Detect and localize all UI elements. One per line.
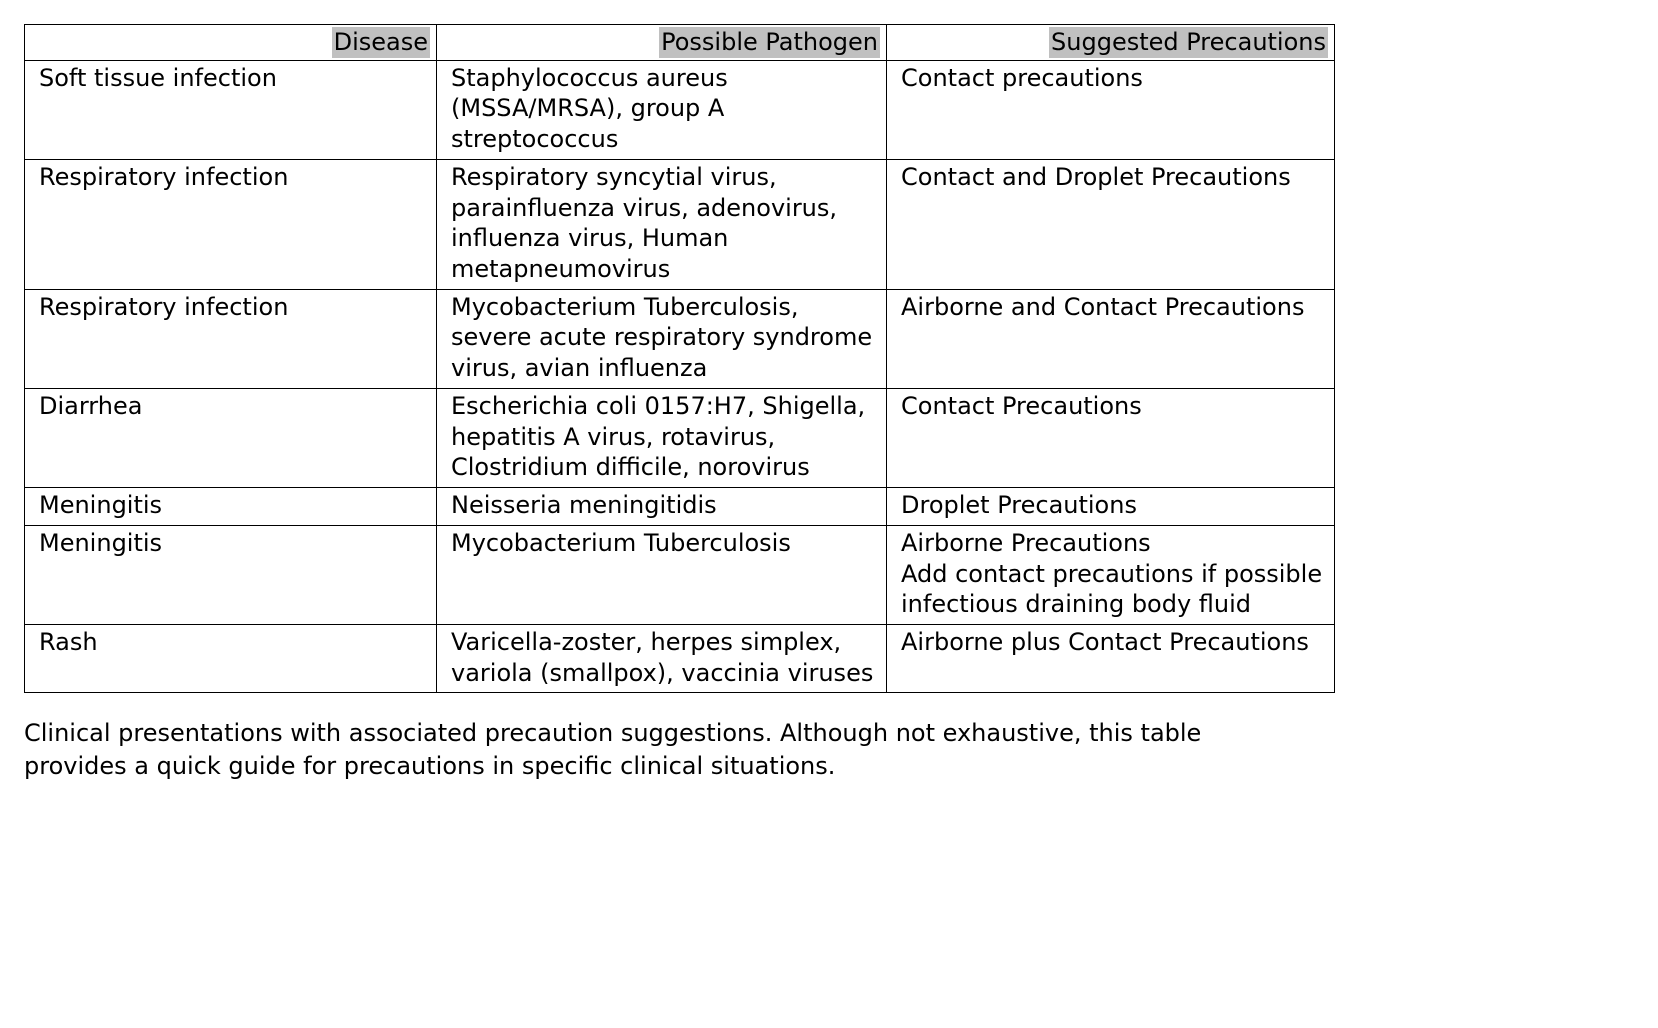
cell-pathogen: Respiratory syncytial virus, parainfluen… [437, 159, 887, 289]
cell-disease: Respiratory infection [25, 289, 437, 388]
cell-precautions: Contact Precautions [887, 388, 1335, 487]
cell-pathogen: Staphylococcus aureus (MSSA/MRSA), group… [437, 60, 887, 159]
cell-precautions: Airborne plus Contact Precautions [887, 624, 1335, 692]
cell-precautions: Airborne PrecautionsAdd contact precauti… [887, 525, 1335, 624]
cell-disease: Meningitis [25, 525, 437, 624]
table-row: MeningitisNeisseria meningitidisDroplet … [25, 488, 1335, 526]
table-row: Respiratory infectionMycobacterium Tuber… [25, 289, 1335, 388]
cell-pathogen: Mycobacterium Tuberculosis [437, 525, 887, 624]
cell-pathogen: Varicella-zoster, herpes simplex, variol… [437, 624, 887, 692]
cell-disease: Respiratory infection [25, 159, 437, 289]
cell-precautions: Contact and Droplet Precautions [887, 159, 1335, 289]
table-row: DiarrheaEscherichia coli 0157:H7, Shigel… [25, 388, 1335, 487]
cell-precautions: Airborne and Contact Precautions [887, 289, 1335, 388]
cell-disease: Diarrhea [25, 388, 437, 487]
col-header-precautions: Suggested Precautions [887, 25, 1335, 61]
cell-disease: Rash [25, 624, 437, 692]
table-row: Respiratory infectionRespiratory syncyti… [25, 159, 1335, 289]
col-header-pathogen: Possible Pathogen [437, 25, 887, 61]
table-row: MeningitisMycobacterium TuberculosisAirb… [25, 525, 1335, 624]
table-row: RashVaricella-zoster, herpes simplex, va… [25, 624, 1335, 692]
table-body: Soft tissue infectionStaphylococcus aure… [25, 60, 1335, 693]
table-caption: Clinical presentations with associated p… [24, 717, 1284, 782]
table-header-row: Disease Possible Pathogen Suggested Prec… [25, 25, 1335, 61]
precautions-table: Disease Possible Pathogen Suggested Prec… [24, 24, 1335, 693]
table-row: Soft tissue infectionStaphylococcus aure… [25, 60, 1335, 159]
cell-precautions: Contact precautions [887, 60, 1335, 159]
document-wrap: Disease Possible Pathogen Suggested Prec… [24, 24, 1334, 782]
cell-pathogen: Escherichia coli 0157:H7, Shigella, hepa… [437, 388, 887, 487]
cell-pathogen: Mycobacterium Tuberculosis, severe acute… [437, 289, 887, 388]
cell-precautions: Droplet Precautions [887, 488, 1335, 526]
cell-disease: Meningitis [25, 488, 437, 526]
cell-disease: Soft tissue infection [25, 60, 437, 159]
col-header-disease: Disease [25, 25, 437, 61]
cell-pathogen: Neisseria meningitidis [437, 488, 887, 526]
